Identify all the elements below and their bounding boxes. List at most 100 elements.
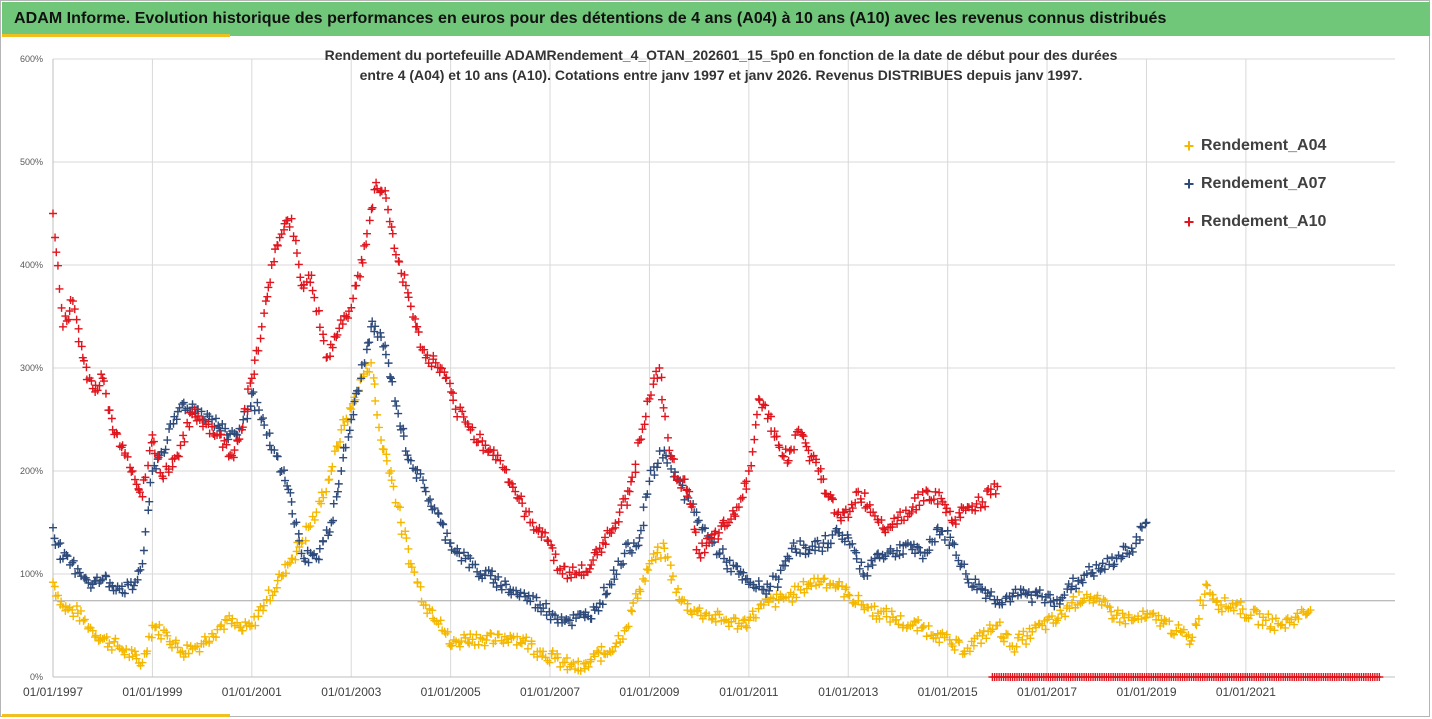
point-a04 [802,584,811,593]
y-tick-label: 500% [20,157,43,167]
point-a07 [394,409,403,418]
point-a04 [111,634,120,643]
point-a04 [346,403,355,412]
point-a04 [385,469,394,478]
point-a07 [592,603,601,612]
title-bar: ADAM Informe. Evolution historique des p… [2,2,1430,36]
point-a04 [1203,581,1212,590]
point-a07 [144,506,153,515]
point-a10 [333,330,342,339]
point-a10 [847,500,856,509]
point-a10 [772,432,781,441]
point-a07 [341,443,350,452]
point-a04 [375,423,384,432]
point-a10 [860,489,869,498]
point-a07 [287,497,296,506]
point-a07 [785,554,794,563]
point-a04 [1013,633,1022,642]
point-a10 [283,216,292,225]
point-a07 [774,575,783,584]
point-a10 [493,451,502,460]
point-a10 [670,455,679,464]
point-a10 [986,485,995,494]
point-a07 [715,549,724,558]
point-a04 [683,599,692,608]
point-a10 [233,437,242,446]
point-a04 [788,597,797,606]
point-a04 [281,569,290,578]
point-a04 [1019,627,1028,636]
point-a10 [951,520,960,529]
point-a07 [257,415,266,424]
point-a07 [376,328,385,337]
point-a04 [754,604,763,613]
point-a10 [468,423,477,432]
point-a10 [568,563,577,572]
point-a04 [455,642,464,651]
point-a04 [618,635,627,644]
point-a10 [328,343,337,352]
point-a10 [97,370,106,379]
point-a10 [727,515,736,524]
point-a07 [852,554,861,563]
point-a10 [577,561,586,570]
point-a10 [385,217,394,226]
point-a10 [496,456,505,465]
point-a04 [499,639,508,648]
point-a10 [854,487,863,496]
point-a04 [1213,596,1222,605]
point-a04 [922,632,931,641]
point-a04 [317,499,326,508]
x-tick-label: 01/01/2001 [222,685,282,699]
point-a04 [660,544,669,553]
point-a07 [446,539,455,548]
point-a10 [277,230,286,239]
point-a04 [845,591,854,600]
chart-title: Rendement du portefeuille ADAMRendement_… [241,45,1201,85]
point-a04 [155,620,164,629]
point-a04 [1290,620,1299,629]
point-a04 [614,631,623,640]
point-a04 [107,645,116,654]
point-a04 [1281,623,1290,632]
point-a10 [291,236,300,245]
point-a07 [329,516,338,525]
point-a10 [209,429,218,438]
point-a07 [489,578,498,587]
point-a07 [886,544,895,553]
point-a04 [382,456,391,465]
point-a07 [1035,586,1044,595]
point-a04 [1028,627,1037,636]
point-a04 [942,630,951,639]
point-a04 [1041,625,1050,634]
point-a07 [471,560,480,569]
point-a07 [386,374,395,383]
point-a10 [227,451,236,460]
point-a07 [840,537,849,546]
legend-marker-a10: + [1183,212,1195,232]
point-a10 [449,396,458,405]
point-a07 [497,585,506,594]
point-a04 [310,515,319,524]
point-a04 [742,623,751,632]
point-a07 [1098,559,1107,568]
point-a10 [730,510,739,519]
point-a10 [87,376,96,385]
point-a07 [494,572,503,581]
point-a10 [696,553,705,562]
point-a07 [434,509,443,518]
point-a10 [893,519,902,528]
point-a07 [1067,582,1076,591]
point-a07 [172,415,181,424]
point-a07 [844,533,853,542]
point-a10 [159,474,168,483]
point-a10 [413,322,422,331]
y-tick-label: 200% [20,466,43,476]
point-a04 [740,615,749,624]
point-a07 [766,582,775,591]
point-a07 [521,592,530,601]
point-a04 [724,622,733,631]
point-a07 [813,536,822,545]
point-a04 [340,421,349,430]
point-a07 [1137,523,1146,532]
